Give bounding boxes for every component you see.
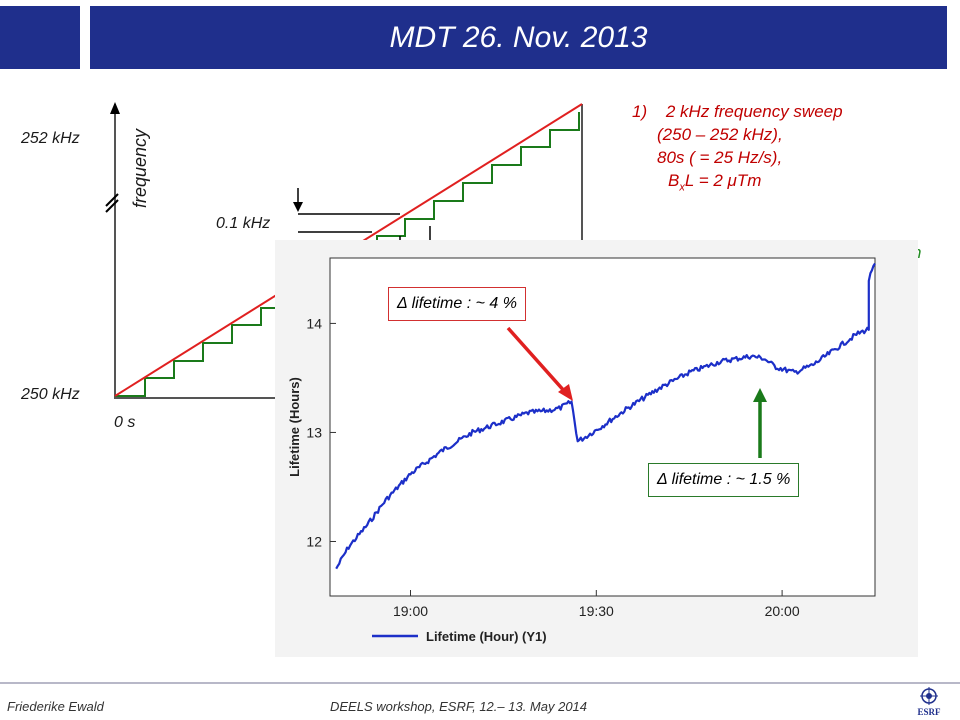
- axis-break-mark: [105, 199, 119, 213]
- step-size-label: 0.1 kHz: [216, 215, 271, 232]
- x-tick-label: 20:00: [765, 603, 800, 619]
- notes-item-number: 1): [632, 102, 648, 121]
- axis-break-mark: [105, 193, 119, 207]
- red-callout-arrowhead: [558, 384, 573, 401]
- footer-divider: [0, 682, 960, 684]
- y-axis-arrowhead: [110, 102, 120, 114]
- notes-line-4: BxL = 2 μTm: [632, 169, 843, 199]
- notes-bxl-suffix: L = 2 μTm: [684, 171, 762, 190]
- esrf-logo-icon: ESRF: [917, 687, 941, 717]
- green-callout-arrowhead: [753, 388, 767, 402]
- sweep-notes: 1) 2 kHz frequency sweep (250 – 252 kHz)…: [632, 100, 843, 199]
- footer-author: Friederike Ewald: [7, 699, 104, 714]
- red-callout-arrow: [506, 326, 568, 395]
- time-start-label: 0 s: [114, 414, 136, 431]
- notes-bxl-subscript: x: [679, 181, 685, 194]
- freq-low-label: 250 kHz: [21, 386, 80, 403]
- step-arrowhead: [293, 202, 303, 212]
- notes-text-1: 2 kHz frequency sweep: [665, 102, 843, 121]
- notes-bxl-prefix: B: [668, 171, 680, 190]
- header-bar: [90, 6, 947, 69]
- y-tick-label: 14: [306, 315, 322, 331]
- slide-title: MDT 26. Nov. 2013: [389, 21, 648, 54]
- footer-event: DEELS workshop, ESRF, 12.– 13. May 2014: [330, 699, 588, 714]
- esrf-logo-text: ESRF: [917, 707, 941, 717]
- x-tick-label: 19:00: [393, 603, 428, 619]
- freq-high-label: 252 kHz: [21, 130, 80, 147]
- notes-line-2: (250 – 252 kHz),: [657, 125, 783, 144]
- notes-line-1: 1) 2 kHz frequency sweep: [632, 100, 843, 123]
- notes-line-3: 80s ( = 25 Hz/s),: [657, 148, 783, 167]
- legend-label: Lifetime (Hour) (Y1): [426, 629, 547, 644]
- y-tick-label: 13: [306, 424, 322, 440]
- red-callout-box: Δ lifetime : ~ 4 %: [388, 287, 526, 321]
- y-axis-label: Lifetime (Hours): [287, 377, 302, 477]
- x-tick-label: 19:30: [579, 603, 614, 619]
- green-callout-box: Δ lifetime : ~ 1.5 %: [648, 463, 800, 497]
- lifetime-series-line: [335, 262, 876, 570]
- header-accent-block: [0, 6, 80, 69]
- y-tick-label: 12: [306, 533, 322, 549]
